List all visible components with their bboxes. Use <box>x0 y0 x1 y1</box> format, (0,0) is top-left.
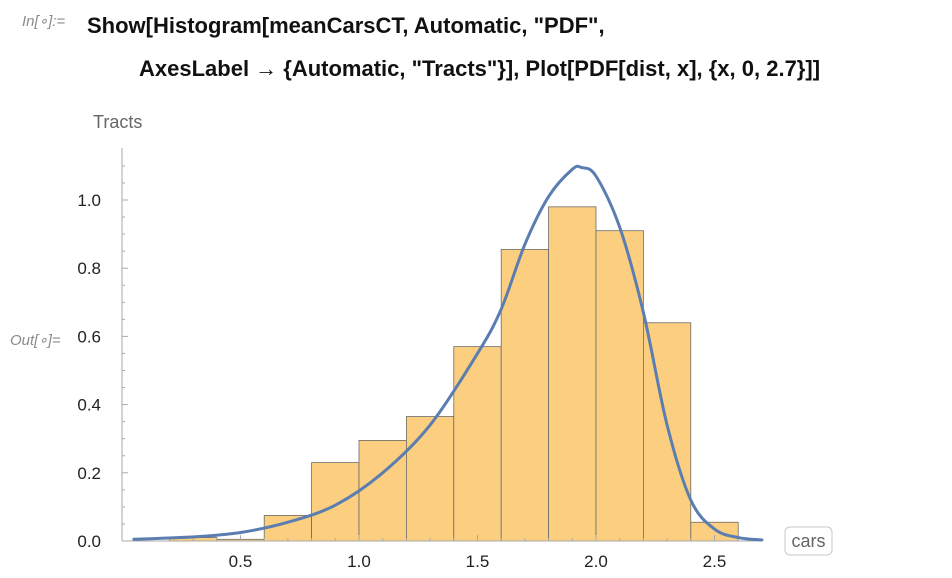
histogram-bar-11 <box>643 322 692 542</box>
x-tick-label: 0.5 <box>229 552 253 571</box>
histogram-bar-5 <box>358 440 407 542</box>
y-tick-label: 0.2 <box>77 464 101 483</box>
chart-labels: 0.0 0.2 0.4 0.6 0.8 1.0 0.5 1.0 1.5 2.0 2.5 Tracts c… <box>77 112 833 571</box>
code-line-2: AxesLabel → {Automatic, "Tracts"}], Plot… <box>139 56 821 81</box>
histogram-bar-3 <box>263 515 313 542</box>
pdf-curve-group <box>132 164 764 542</box>
y-tick-label: 0.6 <box>77 327 101 346</box>
histogram-bar-10 <box>595 230 644 542</box>
histogram-bar-7 <box>453 346 502 542</box>
histogram-bar-6 <box>405 416 455 542</box>
histogram-bars <box>168 206 739 542</box>
input-code[interactable]: Show[Histogram[meanCarsCT, Automatic, "P… <box>87 4 820 90</box>
pdf-curve <box>132 164 764 542</box>
histogram-bar-9 <box>548 206 597 542</box>
x-axis-title: cars <box>791 531 825 551</box>
y-tick-label: 1.0 <box>77 191 101 210</box>
code-line-1: Show[Histogram[meanCarsCT, Automatic, "P… <box>87 13 605 38</box>
histogram-bar-4 <box>311 462 360 542</box>
x-axis-title-box <box>784 526 833 556</box>
y-tick-label: 0.0 <box>77 532 101 551</box>
histogram-bar-8 <box>500 249 550 542</box>
x-tick-label: 1.5 <box>466 552 490 571</box>
chart-axes <box>121 148 762 542</box>
x-tick-label: 2.5 <box>703 552 727 571</box>
input-cell-label: In[∘]:= <box>22 13 66 30</box>
y-tick-label: 0.4 <box>77 396 101 415</box>
output-cell-label: Out[∘]= <box>10 332 61 349</box>
x-tick-label: 1.0 <box>347 552 371 571</box>
x-tick-label: 2.0 <box>584 552 608 571</box>
y-axis-title: Tracts <box>93 112 142 132</box>
y-tick-label: 0.8 <box>77 259 101 278</box>
